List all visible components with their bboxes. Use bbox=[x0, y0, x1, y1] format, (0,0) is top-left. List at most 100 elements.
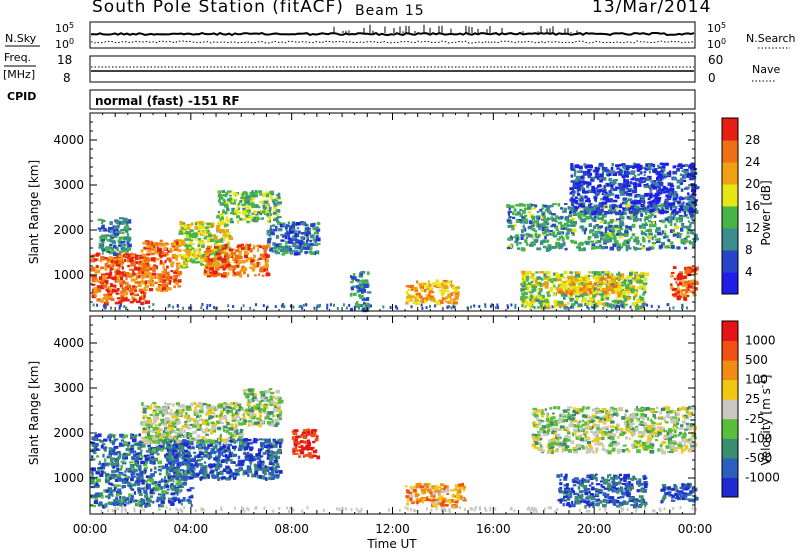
radar-cell bbox=[642, 282, 647, 286]
radar-cell bbox=[223, 199, 226, 204]
radar-cell bbox=[114, 484, 120, 488]
radar-cell bbox=[423, 282, 427, 286]
radar-cell bbox=[631, 302, 637, 306]
radar-cell bbox=[191, 235, 195, 239]
radar-cell bbox=[112, 499, 118, 502]
radar-cell bbox=[184, 238, 189, 241]
radar-cell bbox=[666, 245, 671, 249]
radar-cell bbox=[147, 503, 152, 507]
radar-cell bbox=[537, 234, 541, 238]
radar-cell bbox=[363, 301, 366, 305]
radar-cell bbox=[182, 261, 186, 265]
radar-cell bbox=[108, 246, 113, 249]
radar-cell bbox=[608, 279, 614, 283]
radar-cell bbox=[694, 186, 700, 189]
radar-cell bbox=[224, 259, 230, 264]
radar-cell bbox=[666, 303, 669, 307]
radar-cell bbox=[411, 288, 413, 291]
radar-cell bbox=[622, 242, 627, 247]
radar-cell bbox=[633, 297, 636, 301]
radar-cell bbox=[207, 261, 212, 266]
radar-cell bbox=[218, 273, 223, 276]
radar-cell bbox=[366, 271, 370, 275]
radar-cell bbox=[684, 187, 689, 190]
radar-cell bbox=[606, 231, 612, 236]
radar-cell bbox=[107, 487, 113, 491]
radar-cell bbox=[237, 202, 241, 206]
colorbar-segment bbox=[722, 206, 738, 229]
radar-cell bbox=[681, 306, 683, 310]
radar-cell bbox=[125, 306, 128, 310]
radar-cell bbox=[635, 163, 640, 167]
radar-cell bbox=[147, 499, 152, 503]
radar-cell bbox=[134, 272, 138, 277]
radar-cell bbox=[115, 461, 120, 465]
radar-cell bbox=[285, 224, 290, 228]
radar-cell bbox=[594, 303, 597, 307]
radar-cell bbox=[603, 242, 607, 245]
radar-cell bbox=[524, 221, 528, 224]
radar-cell bbox=[90, 480, 95, 484]
radar-cell bbox=[147, 444, 151, 447]
radar-cell bbox=[100, 299, 104, 304]
radar-cell bbox=[587, 168, 591, 173]
radar-cell bbox=[524, 227, 527, 232]
radar-cell bbox=[544, 271, 547, 276]
radar-cell bbox=[681, 290, 684, 294]
station-title: South Pole Station (fitACF) bbox=[92, 0, 344, 17]
radar-cell bbox=[408, 294, 411, 298]
radar-cell bbox=[197, 254, 201, 257]
radar-cell bbox=[192, 232, 198, 236]
radar-cell bbox=[279, 444, 282, 449]
radar-cell bbox=[315, 228, 321, 232]
radar-cell bbox=[140, 460, 145, 465]
radar-cell bbox=[644, 177, 650, 181]
radar-cell bbox=[283, 305, 286, 308]
radar-cell bbox=[692, 285, 696, 290]
radar-cell bbox=[664, 205, 669, 209]
radar-cell bbox=[103, 295, 109, 299]
radar-cell bbox=[541, 204, 545, 207]
radar-cell bbox=[609, 246, 615, 251]
radar-cell bbox=[423, 299, 427, 303]
radar-cell bbox=[132, 435, 137, 439]
radar-cell bbox=[604, 227, 607, 231]
radar-cell bbox=[262, 304, 265, 308]
radar-cell bbox=[142, 269, 148, 272]
radar-cell bbox=[130, 433, 135, 437]
radar-cell bbox=[316, 250, 320, 255]
radar-cell bbox=[611, 234, 617, 237]
radar-cell bbox=[542, 302, 547, 305]
radar-cell bbox=[633, 218, 638, 222]
radar-cell bbox=[617, 247, 621, 252]
radar-cell bbox=[188, 250, 191, 254]
radar-cell bbox=[555, 220, 558, 223]
radar-cell bbox=[149, 478, 155, 483]
radar-cell bbox=[575, 287, 579, 292]
radar-cell bbox=[595, 239, 599, 243]
radar-cell bbox=[126, 223, 129, 227]
radar-cell bbox=[200, 231, 206, 235]
radar-cell bbox=[665, 235, 669, 238]
radar-cell bbox=[664, 211, 669, 214]
radar-cell bbox=[182, 497, 186, 500]
radar-cell bbox=[137, 443, 142, 446]
radar-cell bbox=[266, 207, 271, 210]
radar-cell bbox=[125, 229, 129, 233]
radar-cell bbox=[97, 439, 101, 442]
radar-cell bbox=[637, 209, 642, 213]
radar-cell bbox=[523, 305, 526, 309]
radar-cell bbox=[291, 223, 295, 228]
radar-cell bbox=[547, 210, 552, 214]
radar-cell bbox=[406, 292, 409, 297]
radar-cell bbox=[438, 299, 441, 302]
radar-cell bbox=[108, 295, 113, 299]
radar-cell bbox=[360, 304, 364, 308]
radar-cell bbox=[425, 299, 428, 302]
radar-cell bbox=[639, 166, 642, 171]
radar-cell bbox=[138, 262, 143, 266]
radar-cell bbox=[306, 235, 309, 239]
radar-cell bbox=[102, 275, 107, 279]
radar-cell bbox=[560, 273, 564, 277]
radar-cell bbox=[241, 267, 245, 272]
